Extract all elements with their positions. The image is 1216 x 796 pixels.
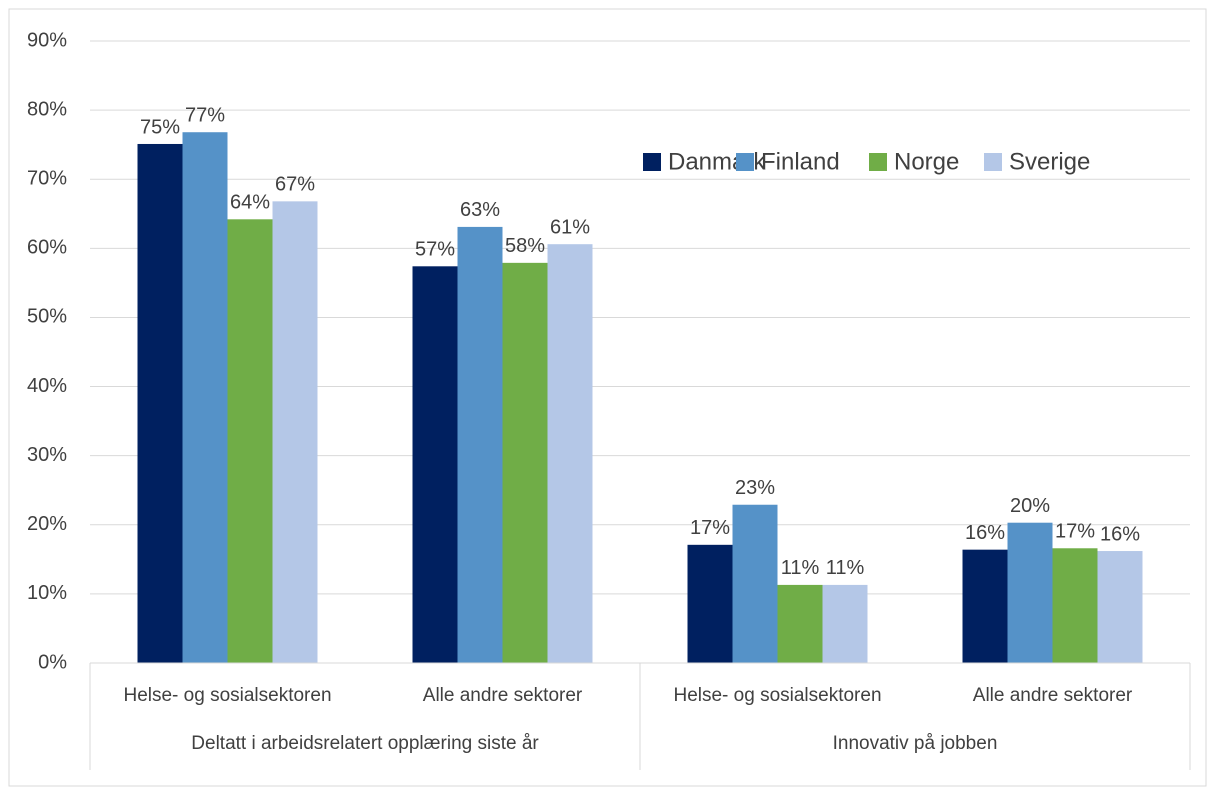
bar: [272, 201, 318, 664]
legend-swatch: [984, 153, 1002, 171]
bar: [502, 262, 548, 663]
value-label: 17%: [690, 517, 730, 539]
bar: [457, 226, 503, 664]
value-label: 23%: [735, 477, 775, 499]
legend-swatch: [869, 153, 887, 171]
value-label: 17%: [1055, 521, 1095, 543]
value-label: 75%: [140, 116, 180, 138]
value-label: 11%: [781, 557, 820, 579]
bar: [962, 549, 1008, 663]
bar: [822, 584, 868, 663]
value-label: 16%: [1100, 523, 1140, 545]
y-tick-label: 80%: [27, 98, 67, 120]
bar: [182, 132, 228, 663]
y-tick-label: 70%: [27, 168, 67, 190]
value-label: 58%: [505, 235, 545, 257]
x-tick-label: Alle andre sektorer: [423, 685, 583, 706]
legend-label: Finland: [761, 148, 840, 175]
value-label: 57%: [415, 239, 455, 261]
value-label: 20%: [1010, 495, 1050, 517]
value-label: 67%: [275, 174, 315, 196]
value-label: 64%: [230, 192, 270, 214]
group-label: Deltatt i arbeidsrelatert opplæring sist…: [191, 733, 539, 754]
bar: [1052, 548, 1098, 663]
value-label: 63%: [460, 199, 500, 221]
bar: [227, 219, 273, 663]
bar: [412, 266, 458, 663]
y-tick-label: 40%: [27, 375, 67, 397]
y-tick-label: 20%: [27, 513, 67, 535]
value-label: 11%: [826, 557, 865, 579]
bar: [1007, 522, 1053, 663]
y-tick-label: 50%: [27, 306, 67, 328]
value-label: 77%: [185, 105, 225, 127]
value-label: 16%: [965, 522, 1005, 544]
x-tick-label: Alle andre sektorer: [973, 685, 1133, 706]
bar: [732, 504, 778, 663]
x-tick-label: Helse- og sosialsektoren: [673, 685, 881, 706]
legend-label: Sverige: [1009, 148, 1090, 175]
legend-swatch: [736, 153, 754, 171]
bar: [137, 143, 183, 663]
bar: [687, 544, 733, 663]
y-tick-label: 60%: [27, 237, 67, 259]
y-tick-label: 30%: [27, 444, 67, 466]
group-label: Innovativ på jobben: [833, 733, 998, 754]
legend-label: Norge: [894, 148, 959, 175]
bar: [1097, 551, 1143, 663]
y-tick-label: 0%: [38, 651, 67, 673]
bar: [777, 584, 823, 663]
y-tick-label: 10%: [27, 582, 67, 604]
value-label: 61%: [550, 216, 590, 238]
y-tick-label: 90%: [27, 29, 67, 51]
legend-swatch: [643, 153, 661, 171]
bar: [547, 244, 593, 664]
x-tick-label: Helse- og sosialsektoren: [123, 685, 331, 706]
